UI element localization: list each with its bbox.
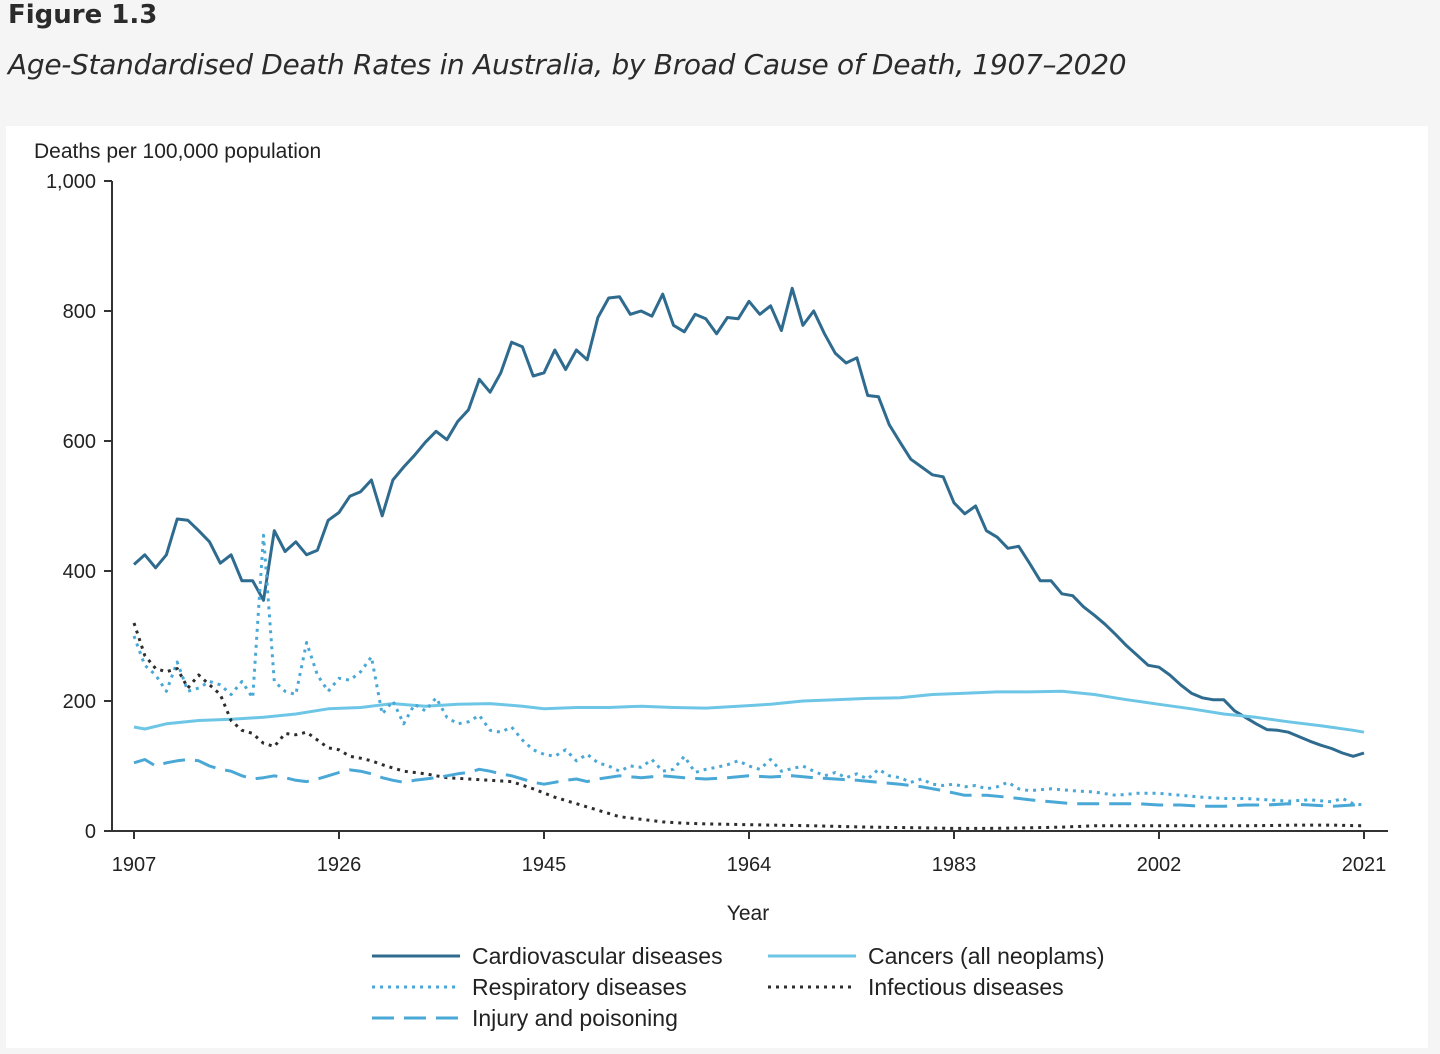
x-tick-label: 1983 [932, 854, 977, 876]
figure-label: Figure 1.3 [8, 0, 158, 30]
y-tick-label: 0 [85, 821, 96, 843]
legend-label-injury-and-poisoning: Injury and poisoning [472, 1005, 678, 1031]
y-tick-label: 200 [63, 691, 96, 713]
y-axis-label: Deaths per 100,000 population [34, 140, 321, 163]
chart-panel: 0 200 400 600 800 1,000 1907 1926 1945 1964 1983 20… [6, 126, 1428, 1048]
y-tick-label: 800 [63, 301, 96, 323]
x-tick-label: 1926 [317, 854, 362, 876]
series-line-infectious-diseases [132, 622, 1365, 830]
series-line-cardiovascular-diseases [132, 286, 1365, 758]
legend-label-respiratory-diseases: Respiratory diseases [472, 974, 687, 1000]
chart-axes: 0 200 400 600 800 1,000 1907 1926 1945 1964 1983 20… [46, 171, 1388, 876]
chart: 0 200 400 600 800 1,000 1907 1926 1945 1964 1983 20… [34, 140, 1388, 1031]
x-axis-label: Year [727, 902, 769, 925]
legend-label-cancers-all-neoplams: Cancers (all neoplams) [868, 943, 1104, 969]
x-tick-label: 1907 [112, 854, 157, 876]
x-tick-label: 2021 [1342, 854, 1387, 876]
y-tick-label: 400 [63, 561, 96, 583]
x-tick-label: 1964 [727, 854, 772, 876]
y-tick-label: 1,000 [46, 171, 96, 193]
legend-label-infectious-diseases: Infectious diseases [868, 974, 1064, 1000]
x-tick-label: 1945 [522, 854, 567, 876]
y-tick-label: 600 [63, 431, 96, 453]
figure-title: Age-Standardised Death Rates in Australi… [8, 48, 1127, 81]
chart-series-layer [132, 286, 1365, 830]
series-line-injury-and-poisoning [133, 758, 1364, 808]
series-line-respiratory-diseases [132, 533, 1365, 807]
x-tick-label: 2002 [1137, 854, 1182, 876]
series-line-cancers-all-neoplams [133, 689, 1365, 734]
chart-legend: Cardiovascular diseases Cancers (all neop… [372, 943, 1104, 1031]
legend-label-cardiovascular-diseases: Cardiovascular diseases [472, 943, 723, 969]
